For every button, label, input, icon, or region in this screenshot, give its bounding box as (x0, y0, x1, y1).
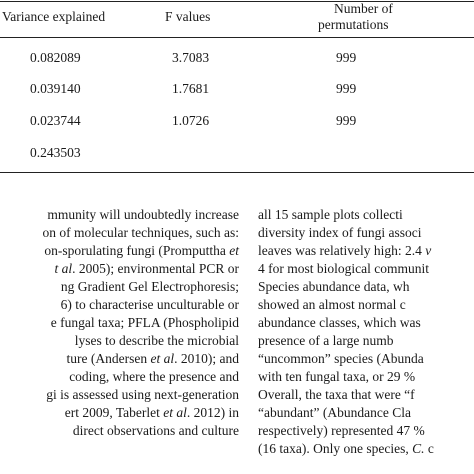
text-line: leaves was relatively high: 2.4 v (258, 243, 432, 258)
text-line: Species abundance data, wh (258, 279, 410, 294)
text-line: lyses to describe the microbial (74, 333, 239, 348)
cell-variance: 0.243503 (30, 145, 81, 160)
table-top-rule (0, 1, 474, 2)
cell-variance: 0.082089 (30, 50, 81, 65)
text-line: on of molecular techniques, such as: (42, 225, 239, 240)
text-line: on-sporulating fungi (Promputtha et (44, 243, 239, 258)
text-line: direct observations and culture (72, 423, 239, 438)
text-line: ng Gradient Gel Electrophoresis; (60, 279, 239, 294)
table-bottom-rule (0, 172, 474, 173)
text-line: with ten fungal taxa, or 29 % (258, 369, 416, 384)
text-line: presence of a large numb (258, 333, 394, 348)
cell-variance: 0.023744 (30, 113, 81, 128)
text-line: Overall, the taxa that were “f (258, 387, 415, 402)
table-header-rule (0, 37, 474, 38)
left-text-column: mmunity will undoubtedly increase on of … (42, 207, 240, 438)
text-line: all 15 sample plots collecti (258, 207, 403, 222)
text-line: diversity index of fungi associ (258, 225, 422, 240)
text-line: ert 2009, Taberlet et al. 2012) in (64, 405, 239, 420)
cell-variance: 0.039140 (30, 81, 81, 96)
text-line: ture (Andersen et al. 2010); and (66, 351, 239, 366)
text-line: abundance classes, which was (258, 315, 421, 330)
cell-f-value: 3.7083 (172, 50, 210, 65)
cell-f-value: 1.0726 (172, 113, 210, 128)
text-line: (16 taxa). Only one species, C. c (258, 441, 434, 456)
cell-f-value: 1.7681 (172, 81, 210, 96)
right-text-column: all 15 sample plots collecti diversity i… (258, 0, 474, 474)
text-line: showed an almost normal c (258, 297, 406, 312)
text-line: “abundant” (Abundance Cla (258, 405, 411, 420)
text-line: t al. 2005); environmental PCR or (54, 261, 240, 276)
header-permutations-line1: Number of (334, 1, 393, 16)
cell-permutations: 999 (336, 50, 357, 65)
text-line: gi is assessed using next-generation (46, 387, 239, 402)
text-line: respectively) represented 47 % (258, 423, 425, 438)
header-permutations-line2: permutations (318, 17, 389, 32)
cell-permutations: 999 (336, 81, 357, 96)
text-line: coding, where the presence and (69, 369, 239, 384)
header-variance-explained: Variance explained (2, 9, 106, 24)
text-line: e fungal taxa; PFLA (Phospholipid (50, 315, 239, 330)
text-line: 6) to characterise unculturable or (60, 297, 239, 312)
text-line: 4 for most biological communit (258, 261, 429, 276)
cell-permutations: 999 (336, 113, 357, 128)
text-line: mmunity will undoubtedly increase (47, 207, 239, 222)
text-line: “uncommon” species (Abunda (258, 351, 424, 366)
header-f-values: F values (165, 9, 211, 24)
